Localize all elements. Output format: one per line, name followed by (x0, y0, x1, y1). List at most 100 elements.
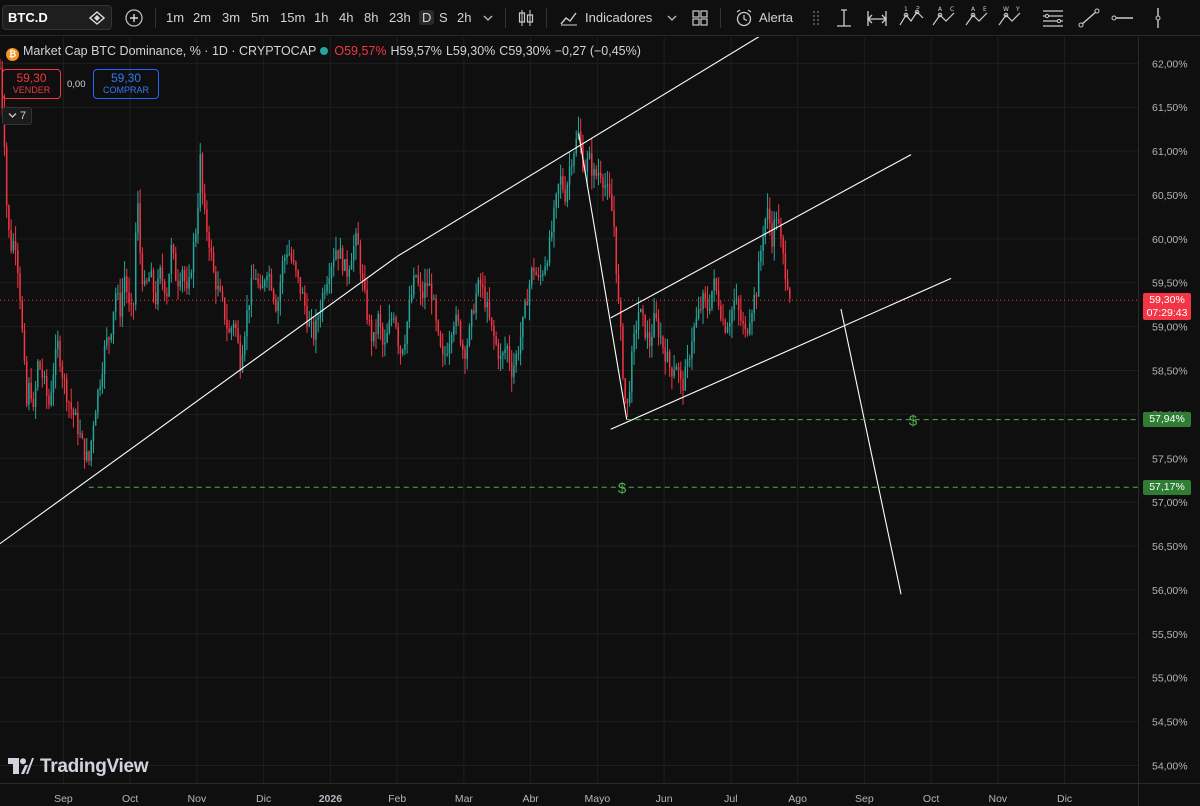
candle-body (94, 412, 97, 426)
candle-body (784, 253, 787, 280)
drag-handle-icon[interactable] (812, 10, 820, 26)
candle-body (762, 237, 764, 251)
candle-body (259, 283, 262, 289)
indicators-button[interactable]: Indicadores (585, 10, 653, 25)
symbol-search[interactable]: BTC.D (2, 5, 112, 30)
candle-body (615, 226, 618, 275)
interval-s[interactable]: S (439, 10, 448, 25)
interval-1m[interactable]: 1m (166, 10, 185, 25)
interval-2m[interactable]: 2m (193, 10, 212, 25)
interval-1h[interactable]: 1h (314, 10, 329, 25)
candle-body (720, 305, 722, 320)
svg-text:1: 1 (904, 6, 908, 13)
candle-body (751, 312, 753, 324)
candle-body (52, 374, 55, 393)
candle-body (25, 361, 28, 405)
candle-body (642, 308, 644, 315)
collapse-indicators-button[interactable]: 7 (2, 107, 32, 125)
candle-body (301, 292, 304, 294)
candle-body (450, 335, 453, 344)
candle-body (435, 298, 437, 321)
candle-body (226, 319, 228, 329)
candle-body (21, 300, 23, 331)
price-chart[interactable]: $$ 62,00%61,50%61,00%60,50%60,00%59,50%5… (0, 37, 1200, 806)
fib-retracement-icon[interactable] (1042, 8, 1064, 28)
candle-body (728, 323, 731, 328)
candle-body (573, 153, 575, 166)
alert-button[interactable]: Alerta (759, 10, 793, 25)
interval-d[interactable]: D (419, 10, 435, 25)
candle-body (163, 281, 166, 294)
candle-body (161, 267, 164, 282)
alarm-clock-icon[interactable] (735, 9, 753, 27)
measure-tool-icon[interactable] (833, 8, 855, 28)
candle-body (586, 158, 589, 172)
candle-body (428, 283, 431, 286)
candle-body (510, 362, 513, 378)
candle-body (515, 354, 517, 366)
candle-body (341, 248, 344, 271)
chevron-down-icon (8, 113, 17, 118)
tradingview-logo-icon (8, 758, 34, 774)
candle-body (448, 343, 451, 355)
candle-body (261, 286, 264, 289)
candle-body (270, 274, 273, 290)
candle-body (475, 293, 477, 314)
candle-body (19, 272, 21, 301)
add-symbol-icon[interactable] (125, 9, 143, 27)
candle-body (359, 244, 362, 274)
vertical-line-icon[interactable] (1150, 7, 1166, 29)
candle-body (724, 320, 727, 333)
price-tick-label: 61,00% (1152, 146, 1188, 158)
interval-4h[interactable]: 4h (339, 10, 354, 25)
trend-line-icon[interactable] (1078, 8, 1100, 28)
interval-2h[interactable]: 2h (457, 10, 472, 25)
chevron-down-icon[interactable] (667, 14, 677, 22)
time-tick-label: Mayo (585, 793, 611, 805)
chevron-down-icon[interactable] (483, 14, 493, 22)
candle-body (130, 303, 133, 305)
price-tick-label: 56,00% (1152, 585, 1188, 597)
candle-body (410, 294, 413, 302)
price-tick-label: 57,50% (1152, 453, 1188, 465)
candle-body (706, 299, 709, 311)
interval-23h[interactable]: 23h (389, 10, 411, 25)
layout-grid-icon[interactable] (692, 10, 708, 26)
watchlist-diamond-icon[interactable] (89, 11, 105, 25)
interval-3m[interactable]: 3m (222, 10, 241, 25)
time-tick-label: Mar (455, 793, 474, 805)
horizontal-ray-icon[interactable] (1110, 8, 1134, 28)
sell-button[interactable]: 59,30 VENDER (2, 69, 61, 99)
candle-body (542, 273, 544, 276)
candle-body (166, 293, 168, 297)
interval-5m[interactable]: 5m (251, 10, 270, 25)
chart-grid (0, 37, 1138, 783)
candle-body (744, 323, 747, 330)
candle-body (239, 342, 242, 372)
buy-button[interactable]: 59,30 COMPRAR (93, 69, 159, 99)
candle-body (339, 248, 342, 259)
interval-15m[interactable]: 15m (280, 10, 306, 25)
candle-body (522, 316, 524, 338)
candle-body (381, 327, 384, 345)
candle-body (695, 318, 698, 327)
ohlc-open: O59,57% (334, 44, 387, 58)
candle-style-icon[interactable] (518, 8, 534, 28)
interval-8h[interactable]: 8h (364, 10, 379, 25)
candle-body (539, 275, 542, 277)
indicators-icon[interactable] (560, 10, 578, 26)
candle-body (237, 327, 239, 343)
candle-body (215, 271, 217, 290)
target-price-label: 57,17% (1143, 479, 1191, 495)
date-range-icon[interactable] (866, 8, 888, 28)
candle-body (208, 232, 210, 248)
bar-countdown: 07:29:43 (1146, 307, 1188, 320)
candle-body (648, 332, 651, 346)
candle-body (106, 337, 108, 346)
candle-body (568, 166, 571, 185)
candle-body (595, 168, 598, 176)
